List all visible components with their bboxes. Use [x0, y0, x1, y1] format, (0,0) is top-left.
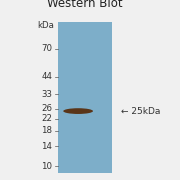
Text: Western Blot: Western Blot	[47, 0, 122, 10]
Text: 18: 18	[41, 126, 52, 135]
Bar	[58, 22, 112, 173]
Text: 70: 70	[41, 44, 52, 53]
Text: 10: 10	[41, 162, 52, 171]
Ellipse shape	[63, 108, 93, 114]
Text: 22: 22	[41, 114, 52, 123]
Text: 26: 26	[41, 104, 52, 113]
Text: 44: 44	[41, 72, 52, 81]
Text: kDa: kDa	[37, 21, 54, 30]
Text: ← 25kDa: ← 25kDa	[121, 107, 160, 116]
Text: 14: 14	[41, 142, 52, 151]
Text: 33: 33	[41, 90, 52, 99]
